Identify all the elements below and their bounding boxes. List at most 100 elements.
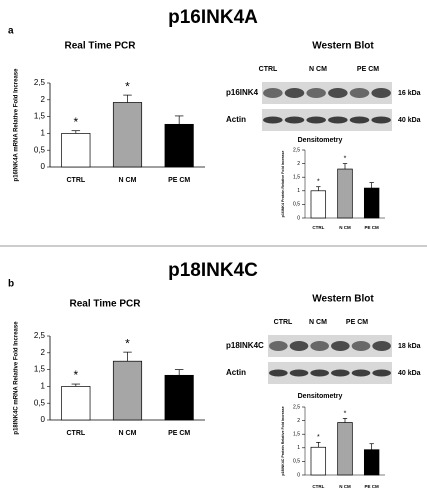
band-size: 18 kDa bbox=[398, 343, 421, 350]
section-title: Western Blot bbox=[312, 41, 374, 52]
y-tick-label: 2,5 bbox=[293, 147, 300, 153]
blot-band bbox=[269, 369, 288, 377]
blot-label: p16INK4 bbox=[226, 88, 259, 97]
blot-label: Actin bbox=[226, 368, 246, 377]
x-tick-label: PE CM bbox=[365, 484, 380, 489]
y-axis-label: p16INK4A mRNA Relative Fold Increase bbox=[14, 68, 20, 182]
blot-strip bbox=[262, 109, 392, 131]
y-tick-label: 1 bbox=[41, 129, 46, 138]
x-tick-label: N CM bbox=[339, 225, 351, 230]
blot-label: p18INK4C bbox=[226, 341, 264, 350]
blot-band bbox=[331, 341, 350, 351]
bar bbox=[337, 422, 353, 476]
y-axis-label: p18INK4C Protein Relative Fold Increase bbox=[281, 406, 285, 475]
blot-band bbox=[351, 341, 371, 351]
blot-band bbox=[310, 369, 329, 377]
blot-band bbox=[372, 369, 391, 377]
y-tick-label: 2 bbox=[41, 95, 46, 104]
significance-marker: * bbox=[73, 368, 78, 382]
bar bbox=[112, 360, 143, 421]
significance-marker: * bbox=[73, 115, 78, 129]
lane-label: N CM bbox=[309, 319, 327, 326]
y-tick-label: 2 bbox=[41, 348, 46, 357]
y-tick-label: 0,5 bbox=[293, 202, 300, 208]
chart-title: Densitometry bbox=[298, 137, 343, 144]
y-tick-label: 0,5 bbox=[34, 398, 46, 407]
blot-band bbox=[310, 341, 329, 351]
x-tick-label: N CM bbox=[119, 430, 137, 437]
x-tick-label: N CM bbox=[119, 177, 137, 184]
blot-band bbox=[269, 341, 288, 351]
bar bbox=[337, 168, 353, 219]
lane-label: CTRL bbox=[274, 319, 293, 326]
y-tick-label: 1 bbox=[41, 382, 46, 391]
blot-band bbox=[331, 369, 350, 377]
y-tick-label: 1 bbox=[297, 445, 300, 451]
blot-band bbox=[289, 369, 309, 377]
bar bbox=[164, 123, 194, 168]
blot-band bbox=[263, 88, 283, 98]
y-tick-label: 0 bbox=[297, 472, 300, 478]
lane-label: PE CM bbox=[357, 66, 379, 73]
band-size: 40 kDa bbox=[398, 370, 421, 377]
blot-strip bbox=[268, 335, 392, 357]
bar bbox=[112, 102, 143, 168]
y-axis-label: p16INK4 Protein Relative Fold Increase bbox=[281, 151, 285, 218]
blot-band bbox=[372, 341, 391, 351]
panel-letter: a bbox=[8, 26, 14, 37]
bar bbox=[310, 446, 327, 476]
bar bbox=[363, 187, 380, 219]
y-tick-label: 2 bbox=[297, 418, 300, 424]
lane-label: N CM bbox=[309, 66, 327, 73]
x-tick-label: PE CM bbox=[168, 430, 190, 437]
chart-title: Densitometry bbox=[298, 393, 343, 400]
blot-label: Actin bbox=[226, 115, 246, 124]
y-tick-label: 1,5 bbox=[293, 432, 300, 438]
lane-label: PE CM bbox=[346, 319, 368, 326]
y-tick-label: 0 bbox=[41, 162, 46, 171]
chart-title: Real Time PCR bbox=[70, 299, 142, 310]
x-tick-label: PE CM bbox=[365, 225, 380, 230]
blot-band bbox=[284, 116, 305, 124]
blot-band bbox=[263, 116, 283, 124]
blot-band bbox=[328, 88, 348, 98]
x-tick-label: CTRL bbox=[66, 430, 85, 437]
bar bbox=[61, 133, 91, 168]
blot-strip bbox=[268, 362, 392, 384]
bar bbox=[363, 449, 380, 476]
lane-label: CTRL bbox=[259, 66, 278, 73]
significance-marker: * bbox=[344, 410, 347, 417]
blot-band bbox=[328, 116, 348, 124]
blot-band bbox=[306, 116, 326, 124]
panel-title: p18INK4C bbox=[168, 260, 258, 281]
section-title: Western Blot bbox=[312, 294, 374, 305]
blot-strip bbox=[262, 82, 392, 104]
panel-letter: b bbox=[8, 279, 14, 290]
significance-marker: * bbox=[317, 434, 320, 441]
blot-band bbox=[349, 116, 370, 124]
blot-band bbox=[371, 88, 391, 98]
x-tick-label: CTRL bbox=[312, 484, 324, 489]
blot-band bbox=[306, 88, 326, 98]
bar bbox=[164, 374, 194, 421]
blot-band bbox=[349, 88, 370, 98]
significance-marker: * bbox=[125, 79, 130, 93]
y-tick-label: 1,5 bbox=[34, 112, 46, 121]
significance-marker: * bbox=[317, 179, 320, 186]
blot-band bbox=[284, 88, 305, 98]
x-tick-label: CTRL bbox=[66, 177, 85, 184]
band-size: 40 kDa bbox=[398, 117, 421, 124]
y-axis-label: p18INK4C mRNA Relative Fold Increase bbox=[14, 321, 20, 435]
x-tick-label: N CM bbox=[339, 484, 351, 489]
y-tick-label: 0 bbox=[41, 415, 46, 424]
blot-band bbox=[371, 116, 391, 124]
y-tick-label: 1,5 bbox=[34, 365, 46, 374]
significance-marker: * bbox=[125, 336, 130, 350]
panel-title: p16INK4A bbox=[168, 7, 258, 28]
y-tick-label: 1,5 bbox=[293, 175, 300, 181]
x-tick-label: PE CM bbox=[168, 177, 190, 184]
bar bbox=[310, 190, 327, 219]
y-tick-label: 0 bbox=[297, 215, 300, 221]
blot-band bbox=[289, 341, 309, 351]
